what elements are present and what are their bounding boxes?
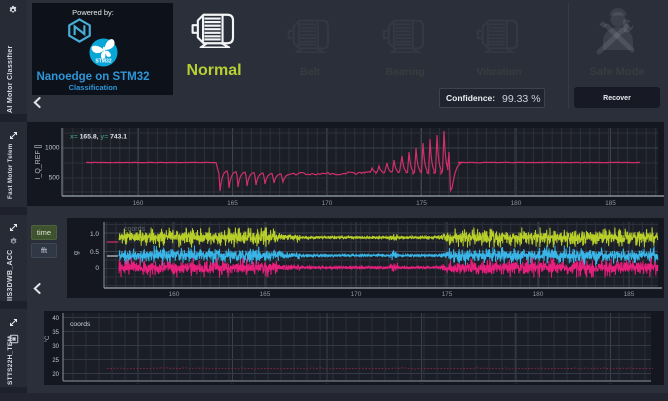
svg-text:coords: coords bbox=[124, 226, 146, 233]
svg-text:··: ·· bbox=[420, 381, 424, 387]
svg-text:165: 165 bbox=[227, 200, 238, 207]
svg-text:185: 185 bbox=[605, 200, 616, 207]
svg-text:··: ·· bbox=[609, 381, 613, 387]
svg-text:g: g bbox=[73, 251, 80, 255]
svg-text:175: 175 bbox=[416, 200, 427, 207]
svg-text:°C: °C bbox=[45, 335, 51, 342]
svg-text:170: 170 bbox=[351, 291, 362, 298]
svg-text:0: 0 bbox=[95, 265, 99, 272]
svg-text:··: ·· bbox=[325, 381, 329, 387]
svg-text:170: 170 bbox=[322, 200, 333, 207]
svg-text:x= 165.8, y= 743.1: x= 165.8, y= 743.1 bbox=[70, 134, 127, 141]
svg-text:I_Q_REF []: I_Q_REF [] bbox=[35, 144, 42, 179]
svg-text:20: 20 bbox=[52, 372, 59, 378]
svg-text:35: 35 bbox=[52, 330, 59, 336]
svg-text:1000: 1000 bbox=[45, 145, 60, 152]
svg-text:··: ·· bbox=[514, 381, 518, 387]
svg-text:0.5: 0.5 bbox=[90, 249, 99, 256]
svg-text:30: 30 bbox=[52, 344, 59, 350]
svg-text:165: 165 bbox=[260, 291, 271, 298]
svg-text:1.0: 1.0 bbox=[90, 231, 99, 238]
svg-text:160: 160 bbox=[169, 291, 180, 298]
svg-text:175: 175 bbox=[442, 291, 453, 298]
svg-text:160: 160 bbox=[133, 200, 144, 207]
svg-text:180: 180 bbox=[533, 291, 544, 298]
svg-text:40: 40 bbox=[52, 316, 59, 322]
svg-text:180: 180 bbox=[511, 200, 522, 207]
svg-text:STM32: STM32 bbox=[95, 59, 112, 65]
svg-text:··: ·· bbox=[231, 381, 235, 387]
svg-text:25: 25 bbox=[52, 358, 59, 364]
svg-text:··: ·· bbox=[136, 381, 140, 387]
svg-text:185: 185 bbox=[624, 291, 635, 298]
svg-text:coords: coords bbox=[70, 321, 91, 328]
svg-text:500: 500 bbox=[49, 175, 60, 182]
